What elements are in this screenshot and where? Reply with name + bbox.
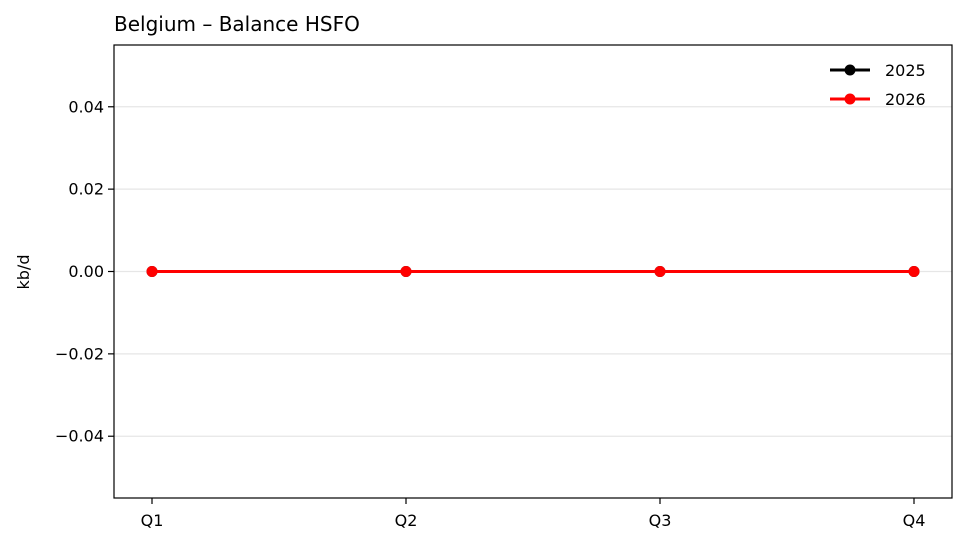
series-2026 <box>146 266 920 277</box>
legend-marker <box>844 93 856 105</box>
data-point <box>146 266 158 277</box>
legend-marker <box>844 64 856 76</box>
y-tick-label: 0.00 <box>68 262 104 281</box>
y-axis-ticks: −0.04 −0.02 0.00 0.02 0.04 <box>55 97 114 446</box>
y-tick-label: −0.04 <box>55 427 104 446</box>
series-layer <box>146 266 920 277</box>
legend: 2025 2026 <box>830 61 926 109</box>
x-tick-label: Q2 <box>395 511 418 530</box>
y-tick-label: 0.04 <box>68 97 104 116</box>
legend-label: 2025 <box>885 61 926 80</box>
plot-frame <box>113 44 953 499</box>
data-point <box>400 266 412 277</box>
chart-title: Belgium – Balance HSFO <box>114 12 360 36</box>
x-axis-ticks: Q1 Q2 Q3 Q4 <box>141 498 926 530</box>
y-axis-label: kb/d <box>14 255 33 290</box>
x-tick-label: Q4 <box>903 511 926 530</box>
x-tick-label: Q1 <box>141 511 164 530</box>
y-tick-label: −0.02 <box>55 344 104 363</box>
x-tick-label: Q3 <box>649 511 672 530</box>
legend-label: 2026 <box>885 90 926 109</box>
legend-item: 2026 <box>830 90 926 109</box>
y-tick-label: 0.02 <box>68 180 104 199</box>
legend-item: 2025 <box>830 61 926 80</box>
data-point <box>654 266 666 277</box>
data-point <box>908 266 920 277</box>
